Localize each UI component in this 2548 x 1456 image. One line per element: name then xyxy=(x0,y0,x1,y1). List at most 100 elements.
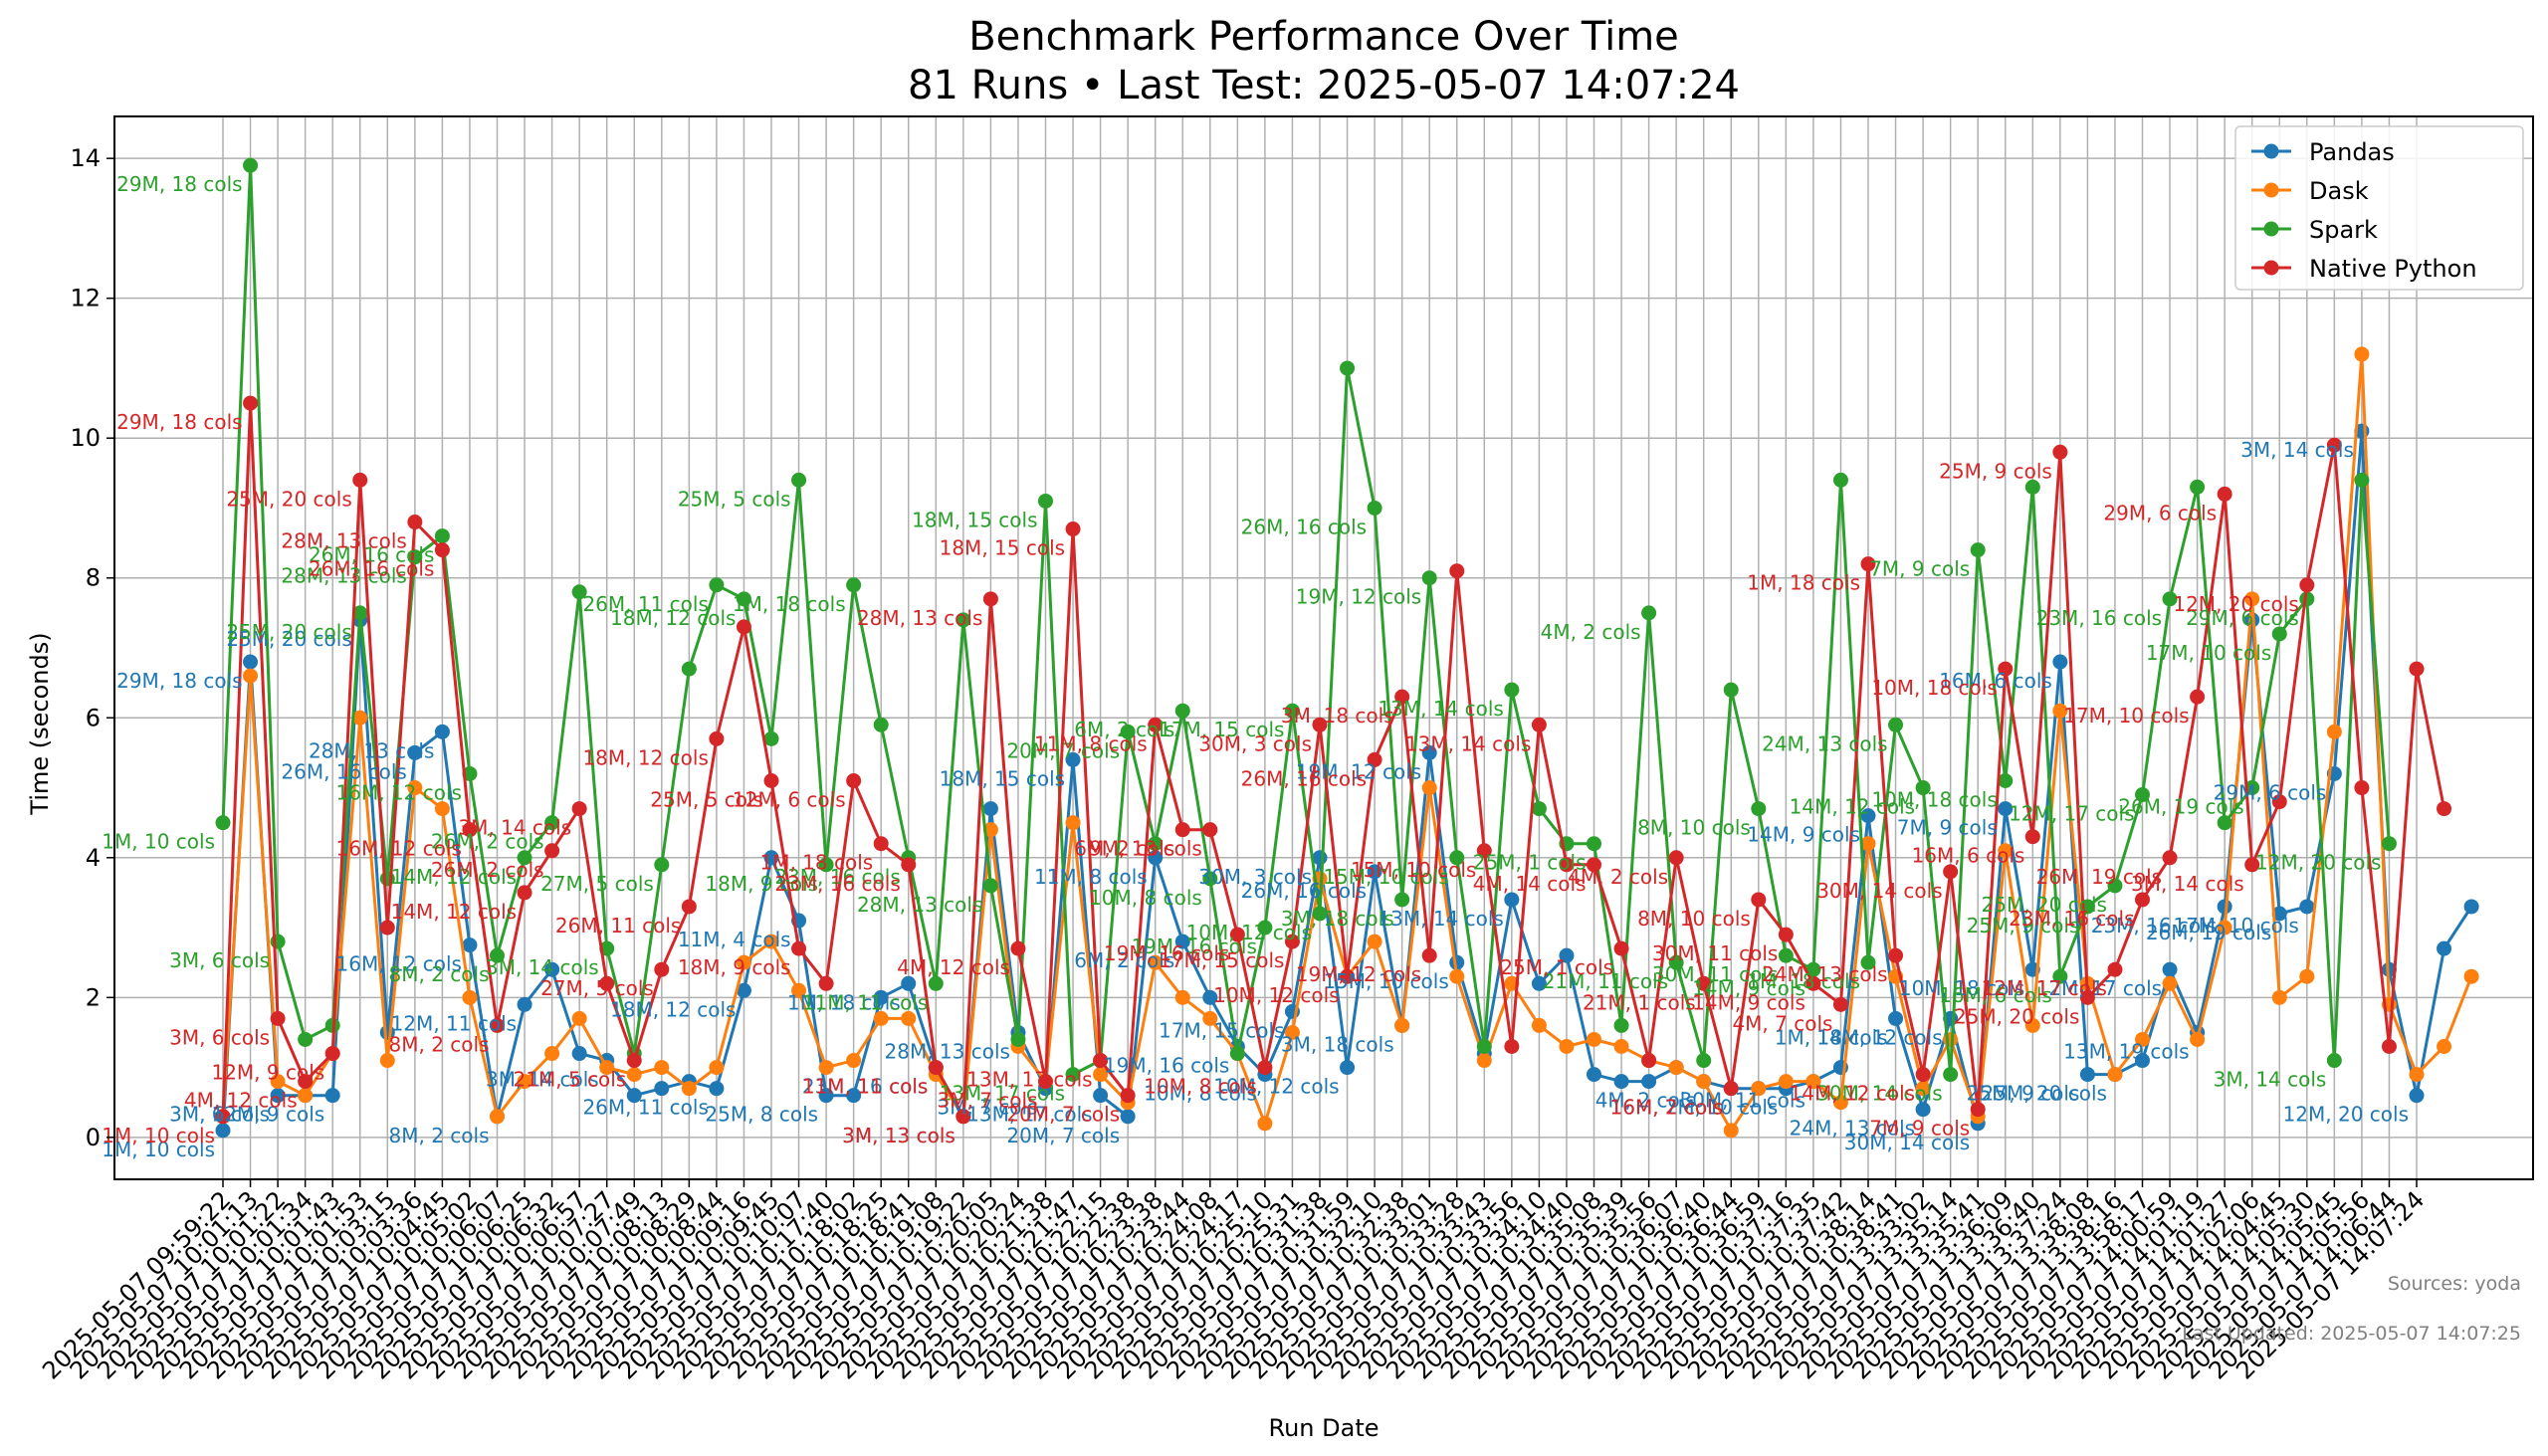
data-point xyxy=(2052,654,2068,670)
data-point xyxy=(1723,1123,1739,1139)
data-point xyxy=(901,1010,917,1026)
data-label: 8M, 2 cols xyxy=(389,1032,490,1056)
data-point xyxy=(2354,780,2370,796)
data-point xyxy=(1860,556,1876,572)
data-label: 16M, 2 cols xyxy=(1610,1096,1724,1120)
series-line xyxy=(221,401,2446,1119)
data-point xyxy=(2271,906,2287,922)
data-point xyxy=(2271,794,2287,810)
data-point xyxy=(1202,822,1218,838)
data-label: 17M, 15 cols xyxy=(1159,718,1284,741)
data-label: 15M, 10 cols xyxy=(1323,969,1448,993)
data-point xyxy=(1202,989,1218,1005)
data-label: 17M, 10 cols xyxy=(2063,704,2189,728)
data-point xyxy=(2381,961,2397,977)
data-label: 12M, 20 cols xyxy=(2173,592,2298,616)
data-point xyxy=(1229,1046,1245,1062)
data-point xyxy=(1778,1074,1794,1090)
data-point xyxy=(654,961,670,977)
data-label: 11M, 11 cols xyxy=(802,1075,928,1099)
data-label: 13M, 14 cols xyxy=(1378,697,1503,721)
data-point xyxy=(2409,1067,2425,1083)
data-label: 1M, 18 cols xyxy=(1747,969,1860,993)
data-label: 29M, 18 cols xyxy=(116,410,242,434)
y-axis-label: Time (seconds) xyxy=(26,632,54,815)
sources-note: Sources: yoda xyxy=(2388,1273,2521,1295)
data-point xyxy=(1394,1017,1410,1033)
data-point xyxy=(1723,682,1739,698)
data-point xyxy=(1449,563,1465,579)
data-point xyxy=(517,996,532,1012)
data-label: 1M, 18 cols xyxy=(1747,571,1860,595)
data-label: 28M, 13 cols xyxy=(885,1039,1010,1063)
data-point xyxy=(571,1046,587,1062)
data-label: 6M, 2 cols xyxy=(1074,948,1174,972)
data-point xyxy=(2299,899,2315,915)
data-point xyxy=(270,1010,286,1026)
data-point xyxy=(1174,934,1190,949)
y-tick-label: 14 xyxy=(70,144,101,172)
data-point xyxy=(1504,1039,1520,1054)
data-point xyxy=(270,1074,286,1090)
data-point xyxy=(1367,934,1382,949)
data-label: 30M, 11 cols xyxy=(1652,941,1778,965)
data-point xyxy=(407,780,423,796)
data-point xyxy=(2437,940,2452,956)
data-point xyxy=(1340,360,1356,376)
data-point xyxy=(1860,954,1876,970)
data-label: 28M, 13 cols xyxy=(281,564,406,588)
data-label: 25M, 9 cols xyxy=(1939,459,2052,483)
data-label: 19M, 16 cols xyxy=(1131,935,1256,958)
data-point xyxy=(2217,815,2232,831)
data-point xyxy=(517,850,532,866)
data-label: 19M, 12 cols xyxy=(1296,962,1421,986)
data-point xyxy=(1504,892,1520,908)
data-label: 28M, 13 cols xyxy=(857,606,982,630)
data-point xyxy=(2381,836,2397,852)
data-label: 25M, 5 cols xyxy=(650,788,763,812)
data-label: 23M, 16 cols xyxy=(2009,907,2134,931)
data-point xyxy=(1065,751,1081,767)
series-spark xyxy=(215,157,2397,1083)
data-label: 1M, 10 cols xyxy=(102,1138,215,1161)
series-layer xyxy=(215,157,2479,1139)
data-label: 18M, 12 cols xyxy=(610,606,736,630)
data-point xyxy=(928,1060,944,1076)
data-point xyxy=(2190,479,2206,495)
data-label: 16M, 12 cols xyxy=(336,780,462,804)
data-point xyxy=(2135,892,2150,908)
data-point xyxy=(709,1081,725,1097)
data-point xyxy=(1284,1024,1300,1040)
data-label: 12M, 6 cols xyxy=(733,788,846,812)
data-point xyxy=(1943,864,1959,880)
data-point xyxy=(1998,661,2014,677)
data-point xyxy=(1421,780,1437,796)
data-point xyxy=(763,850,779,866)
data-point xyxy=(2381,1039,2397,1054)
data-point xyxy=(544,1046,560,1062)
data-label: 12M, 9 cols xyxy=(211,1061,324,1085)
data-point xyxy=(1943,1067,1959,1083)
data-label: 3M, 14 cols xyxy=(486,1068,599,1092)
data-label: 20M, 7 cols xyxy=(1006,738,1120,762)
data-point xyxy=(490,947,505,963)
data-label: 21M, 1 cols xyxy=(1583,990,1696,1014)
data-point xyxy=(298,1088,314,1104)
data-label: 25M, 20 cols xyxy=(226,487,351,511)
data-point xyxy=(1613,1017,1629,1033)
data-label: 28M, 13 cols xyxy=(309,738,434,762)
data-point xyxy=(1998,773,2014,788)
data-label: 26M, 2 cols xyxy=(431,830,544,854)
data-point xyxy=(846,1088,862,1104)
data-point xyxy=(2190,689,2206,705)
data-point xyxy=(1010,940,1026,956)
data-point xyxy=(243,668,259,684)
data-point xyxy=(2217,920,2232,936)
legend-label: Native Python xyxy=(2309,255,2477,283)
data-label: 25M, 20 cols xyxy=(1982,1082,2107,1106)
data-point xyxy=(517,1074,532,1090)
data-label: 16M, 12 cols xyxy=(336,952,462,976)
data-label: 4M, 2 cols xyxy=(1595,1089,1696,1113)
data-label: 7M, 9 cols xyxy=(1897,816,1998,840)
data-point xyxy=(490,1109,505,1125)
